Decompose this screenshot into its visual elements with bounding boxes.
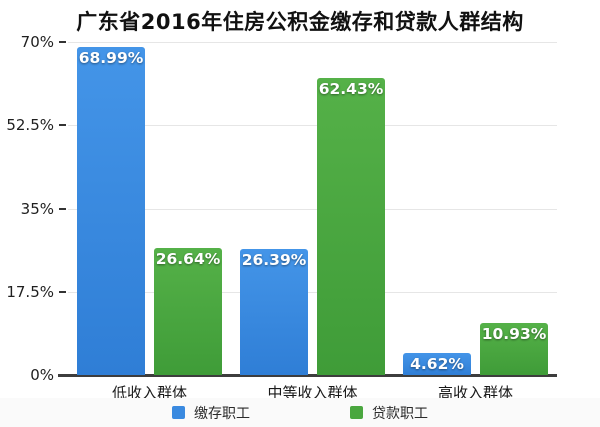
legend: 缴存职工 贷款职工 <box>0 398 600 427</box>
x-axis-baseline <box>58 374 557 377</box>
legend-swatch-loan <box>350 406 363 419</box>
bar-value-label: 62.43% <box>318 80 384 98</box>
bar-value-label: 26.64% <box>155 250 221 269</box>
x-axis-category-label: 中等收入群体 <box>267 384 358 402</box>
legend-swatch-deposit <box>172 406 185 419</box>
bar-deposit-2: 4.62% <box>403 353 471 375</box>
gridline <box>68 208 557 210</box>
chart-title: 广东省2016年住房公积金缴存和贷款人群结构 <box>76 10 524 34</box>
legend-label-loan: 贷款职工 <box>372 405 428 422</box>
gridline <box>68 125 557 127</box>
bar-value-label: 26.39% <box>241 251 307 270</box>
legend-item-loan: 贷款职工 <box>350 403 428 423</box>
gridline <box>68 291 557 293</box>
y-axis-label: 17.5% <box>6 282 54 301</box>
bar-loan-0: 26.64% <box>154 248 222 375</box>
legend-item-deposit: 缴存职工 <box>172 403 250 423</box>
bar-loan-2: 10.93% <box>480 323 548 375</box>
bar-value-label: 68.99% <box>78 48 144 67</box>
bar-value-label: 10.93% <box>481 325 547 343</box>
y-axis-label: 0% <box>30 366 54 384</box>
y-axis-label: 70% <box>20 33 54 51</box>
gridline <box>68 42 557 43</box>
bar-deposit-1: 26.39% <box>240 249 308 375</box>
x-axis-category-label: 高收入群体 <box>437 384 514 402</box>
y-axis-tick <box>59 41 66 43</box>
legend-label-deposit: 缴存职工 <box>194 405 250 422</box>
x-axis-category-label: 低收入群体 <box>111 384 188 402</box>
bar-deposit-0: 68.99% <box>77 46 145 375</box>
bar-value-label: 4.62% <box>410 355 464 374</box>
y-axis-tick <box>59 124 66 127</box>
bar-loan-1: 62.43% <box>317 78 385 375</box>
y-axis-tick <box>59 290 66 293</box>
y-axis-label: 35% <box>20 199 54 218</box>
y-axis-tick <box>59 207 66 210</box>
y-axis-label: 52.5% <box>6 116 54 135</box>
